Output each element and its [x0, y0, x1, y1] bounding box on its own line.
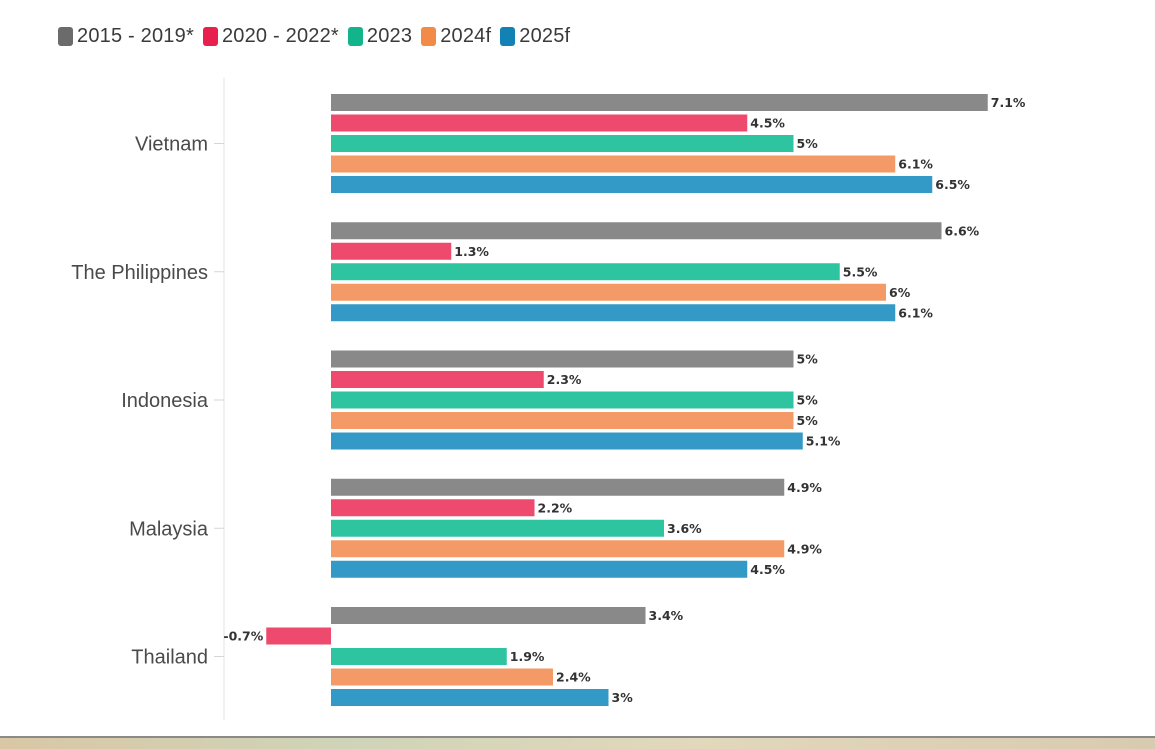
legend-label: 2023 — [366, 24, 413, 47]
bar — [331, 283, 886, 301]
bar — [266, 627, 331, 645]
bar — [331, 689, 609, 706]
bar — [331, 412, 794, 429]
data-label: 6.1% — [898, 157, 933, 172]
data-label: 5% — [797, 393, 819, 408]
bar — [331, 135, 794, 152]
bar — [331, 242, 452, 260]
data-label: 6.1% — [898, 305, 933, 320]
data-label: 1.3% — [454, 244, 489, 259]
data-label: 2.4% — [556, 670, 591, 685]
bottom-border-strip — [0, 736, 1155, 749]
legend-swatch — [421, 26, 437, 46]
data-label: 4.9% — [787, 480, 822, 495]
legend-swatch — [500, 26, 516, 46]
data-label: 5% — [797, 352, 819, 367]
bar — [331, 222, 942, 240]
category-label: Malaysia — [129, 518, 209, 540]
bar — [331, 94, 988, 111]
legend-item-2015-2019: 2015 - 2019* — [58, 25, 194, 48]
category-label: Thailand — [131, 647, 208, 669]
data-label: 2.2% — [538, 500, 573, 515]
data-label: 4.5% — [750, 116, 785, 131]
bar — [331, 478, 785, 496]
legend-swatch — [58, 26, 73, 46]
bar — [331, 350, 794, 368]
legend-label: 2015 - 2019* — [77, 24, 194, 47]
data-label: 5.5% — [843, 264, 878, 279]
bar — [331, 607, 646, 624]
bar — [331, 371, 544, 388]
data-label: 5% — [797, 413, 819, 428]
category-label: Indonesia — [121, 390, 209, 412]
data-label: 6.5% — [935, 177, 970, 192]
legend-item-2024f: 2024f — [421, 25, 491, 48]
data-label: 3.4% — [649, 608, 684, 623]
data-label: 6.6% — [945, 223, 980, 238]
legend-swatch — [347, 26, 363, 46]
data-label: 5.1% — [806, 434, 841, 449]
bar — [331, 560, 748, 578]
bar — [331, 648, 507, 665]
bar — [331, 304, 896, 322]
legend-label: 2020 - 2022* — [221, 24, 339, 47]
data-label: 3% — [612, 690, 634, 705]
bar — [331, 540, 785, 558]
category-label: Vietnam — [135, 134, 208, 156]
legend-item-2025f: 2025f — [500, 25, 570, 48]
data-label: 2.3% — [547, 372, 582, 387]
bar — [331, 519, 664, 537]
data-label: 7.1% — [991, 95, 1026, 110]
bar — [331, 114, 748, 132]
category-label: The Philippines — [71, 262, 208, 284]
legend-item-2020-2022: 2020 - 2022* — [202, 24, 339, 48]
legend-item-2023: 2023 — [347, 24, 413, 48]
data-label: 6% — [889, 285, 911, 300]
chart-legend: 2015 - 2019* 2020 - 2022* 2023 2024f 202… — [58, 22, 579, 50]
bar — [331, 176, 933, 193]
data-label: 5% — [797, 136, 819, 151]
bar — [331, 432, 803, 450]
data-label: -0.7% — [223, 629, 263, 644]
data-label: 4.5% — [750, 562, 785, 577]
legend-label: 2024f — [440, 24, 492, 47]
data-label: 3.6% — [667, 521, 702, 536]
data-label: 4.9% — [787, 541, 822, 556]
legend-label: 2025f — [519, 24, 571, 47]
bar — [331, 263, 840, 281]
legend-swatch — [202, 26, 218, 46]
bar — [331, 155, 896, 173]
data-label: 1.9% — [510, 649, 545, 664]
bar — [331, 499, 535, 517]
bar — [331, 668, 553, 686]
bar — [331, 391, 794, 409]
